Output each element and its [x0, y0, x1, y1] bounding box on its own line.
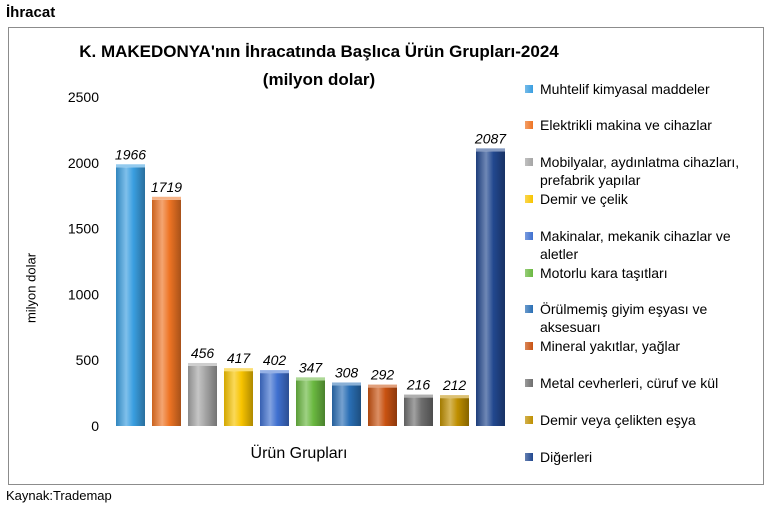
legend-label: Muhtelif kimyasal maddeler [540, 81, 710, 97]
bar-top-face [260, 370, 289, 374]
data-label: 292 [370, 367, 395, 383]
legend-label: Motorlu kara taşıtları [540, 265, 668, 281]
bar [404, 397, 433, 426]
legend-swatch [525, 269, 533, 277]
bar [224, 371, 253, 426]
legend-swatch [525, 342, 533, 350]
section-title: İhracat [6, 4, 56, 21]
legend-swatch [525, 232, 533, 240]
legend-label: Mobilyalar, aydınlatma cihazları, prefab… [540, 154, 740, 188]
bar [188, 365, 217, 426]
y-tick-label: 2000 [68, 155, 99, 171]
legend-swatch [525, 121, 533, 129]
chart-frame: K. MAKEDONYA'nın İhracatında Başlıca Ürü… [8, 27, 764, 485]
legend-item: Demir veya çelikten eşya [525, 411, 761, 429]
bar [476, 151, 505, 426]
legend-swatch [525, 85, 533, 93]
chart-title-line1: K. MAKEDONYA'nın İhracatında Başlıca Ürü… [79, 42, 559, 61]
chart-title-line2: (milyon dolar) [262, 70, 376, 89]
bar [440, 398, 469, 426]
chart-title: K. MAKEDONYA'nın İhracatında Başlıca Ürü… [69, 38, 569, 94]
bar-top-face [296, 377, 325, 381]
bar [152, 199, 181, 426]
legend-swatch [525, 305, 533, 313]
y-tick-label: 2500 [68, 89, 99, 105]
bar-top-face [116, 164, 145, 168]
bar [368, 387, 397, 426]
legend-item: Metal cevherleri, cüruf ve kül [525, 374, 761, 392]
legend-item: Makinalar, mekanik cihazlar ve aletler [525, 227, 761, 263]
legend-item: Mobilyalar, aydınlatma cihazları, prefab… [525, 153, 761, 189]
bar-top-face [332, 382, 361, 386]
data-label: 308 [335, 364, 359, 380]
legend-swatch [525, 379, 533, 387]
bar-top-face [404, 394, 433, 398]
legend-item: Elektrikli makina ve cihazlar [525, 116, 761, 134]
bar [296, 380, 325, 426]
data-label: 216 [406, 377, 431, 393]
legend-label: Demir ve çelik [540, 191, 628, 207]
legend-swatch [525, 195, 533, 203]
y-tick-label: 0 [91, 418, 99, 434]
legend-label: Metal cevherleri, cüruf ve kül [540, 375, 719, 391]
legend-label: Elektrikli makina ve cihazlar [540, 117, 712, 133]
bar-top-face [224, 368, 253, 372]
bar [332, 385, 361, 426]
source-note: Kaynak:Trademap [6, 488, 112, 503]
y-tick-label: 1500 [68, 221, 99, 237]
data-label: 1966 [115, 146, 146, 162]
legend-item: Örülmemiş giyim eşyası ve aksesuarı [525, 300, 761, 336]
y-tick-label: 1000 [68, 286, 99, 302]
legend-item: Mineral yakıtlar, yağlar [525, 337, 761, 355]
data-label: 347 [299, 359, 324, 375]
data-label: 402 [263, 352, 287, 368]
legend-item: Muhtelif kimyasal maddeler [525, 80, 761, 98]
x-axis-label: Ürün Grupları [250, 445, 348, 462]
bar [116, 167, 145, 426]
legend-item: Diğerleri [525, 448, 761, 466]
data-label: 417 [227, 350, 252, 366]
bar-plot: 0 500 1000 1500 2000 2500 1966 1719 456 417 402 347… [68, 89, 507, 434]
bar-top-face [152, 196, 181, 200]
data-label: 456 [191, 345, 215, 361]
legend-swatch [525, 158, 533, 166]
data-label: 2087 [474, 130, 507, 146]
data-label: 1719 [151, 179, 182, 195]
y-tick-label: 500 [76, 352, 100, 368]
legend-swatch [525, 416, 533, 424]
legend-label: Makinalar, mekanik cihazlar ve aletler [540, 228, 731, 262]
legend-label: Mineral yakıtlar, yağlar [540, 338, 681, 354]
legend-label: Örülmemiş giyim eşyası ve aksesuarı [540, 301, 708, 335]
bar [260, 373, 289, 426]
bar-top-face [440, 395, 469, 399]
data-label: 212 [442, 377, 467, 393]
legend-label: Diğerleri [540, 449, 593, 465]
legend-item: Motorlu kara taşıtları [525, 264, 761, 282]
legend-item: Demir ve çelik [525, 190, 761, 208]
bar-top-face [476, 148, 505, 152]
bar-top-face [188, 362, 217, 366]
legend-swatch [525, 453, 533, 461]
legend-label: Demir veya çelikten eşya [540, 412, 696, 428]
bar-top-face [368, 384, 397, 388]
